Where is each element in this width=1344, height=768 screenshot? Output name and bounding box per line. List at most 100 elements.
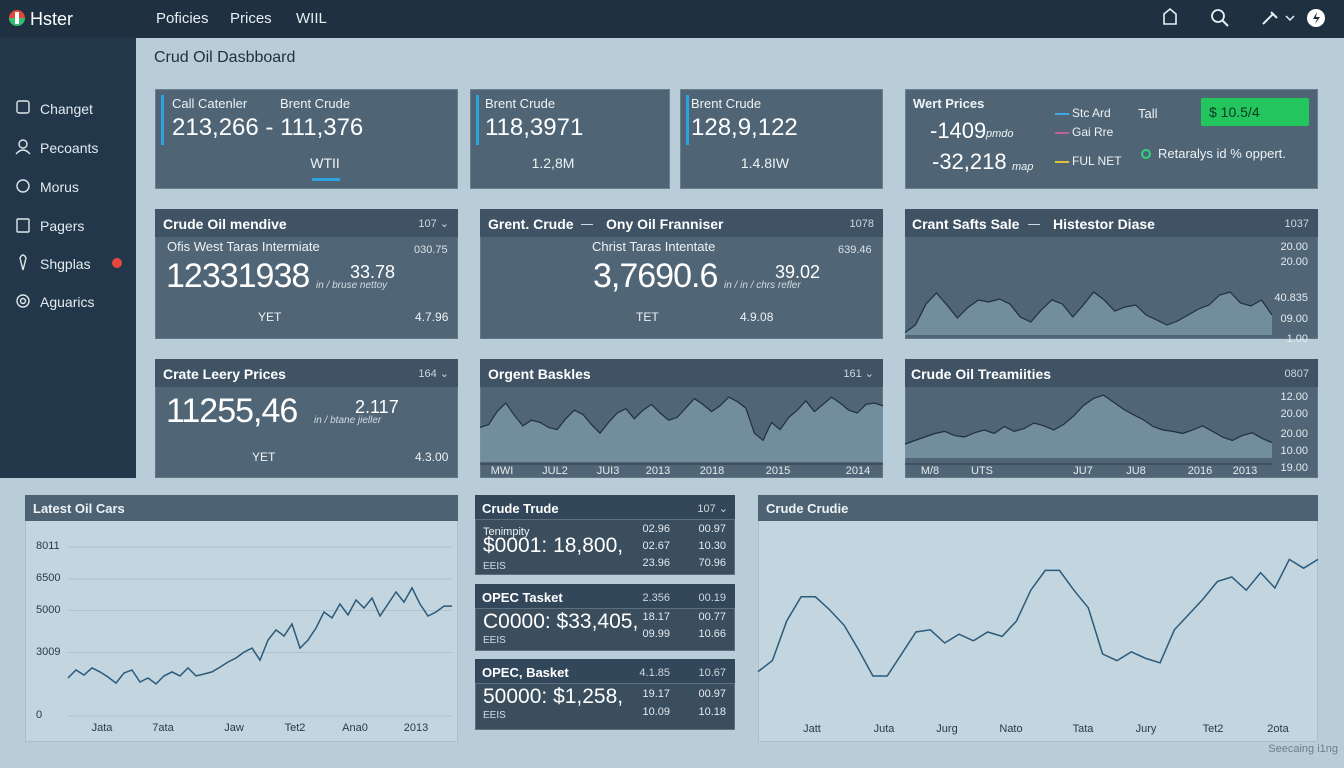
panel-subtitle: Christ Taras Intentate — [592, 239, 716, 254]
panel-header — [905, 359, 1318, 387]
card-value: 118,3971 — [485, 114, 584, 141]
card-value: 128,9,122 — [691, 114, 798, 141]
tab-underline — [312, 178, 340, 181]
x-tick-label: Tet2 — [284, 722, 306, 734]
card-value: 213,266 - 111,376 — [172, 114, 364, 141]
y-tick-label: 40.835 — [1274, 292, 1308, 304]
y-tick-label: 6500 — [36, 571, 61, 584]
ticker-header — [475, 659, 735, 684]
panel-title: Grent. Crude — [488, 216, 574, 232]
foot-value: 4.3.00 — [415, 450, 449, 464]
card-label: Tall — [1138, 106, 1158, 121]
menu-item[interactable]: Pecoants — [40, 140, 99, 156]
nav-link[interactable]: Poficies — [156, 10, 209, 27]
accent-bar — [476, 95, 479, 145]
badge — [1201, 98, 1309, 126]
panel-title: Crude Oil mendive — [163, 216, 287, 232]
delta-value: 2.117 — [355, 397, 399, 417]
nav-link[interactable]: Prices — [230, 10, 272, 27]
ticker-number: 23.96 — [642, 557, 670, 569]
ticker-number: 00.97 — [698, 688, 726, 700]
ticker-number: 02.96 — [642, 523, 670, 535]
card-value: -32,218 — [932, 149, 1007, 174]
card-unit: pmdo — [986, 128, 1014, 140]
panel-tag: 107 ⌄ — [418, 218, 449, 230]
card-label: Brent Crude — [280, 96, 351, 111]
card-label: Call Catenler — [172, 96, 248, 111]
panel-title: Crude Oil Treamiities — [911, 366, 1052, 382]
ticker-number: 00.97 — [698, 523, 726, 535]
panel-tag: 10.67 — [698, 667, 726, 679]
card-label: Brent Crude — [691, 96, 762, 111]
ticker-caption: Tenimpity — [483, 526, 530, 538]
menu-item[interactable]: Changet — [40, 101, 93, 117]
card-title: Wert Prices — [913, 96, 985, 111]
title-divider — [1028, 224, 1040, 225]
x-tick-label: M/8 — [920, 465, 940, 477]
menu-item[interactable]: Pagers — [40, 218, 85, 234]
legend-swatch — [1055, 161, 1069, 163]
legend-label: Gai Rre — [1072, 125, 1114, 139]
panel-side: 030.75 — [414, 244, 448, 256]
y-tick-label: 12.00 — [1280, 391, 1308, 403]
x-tick-label: 2013 — [403, 722, 429, 734]
ticker-title: Crude Trude — [482, 501, 559, 516]
x-tick-label: JUI3 — [596, 465, 620, 477]
panel-tag: 4.1.85 — [639, 667, 670, 679]
card-unit: map — [1012, 161, 1034, 173]
panel-header — [155, 359, 458, 387]
y-tick-label: 20.00 — [1280, 256, 1308, 268]
menu-item[interactable]: Aguarics — [40, 294, 95, 310]
x-tick-label: Jurg — [936, 723, 958, 735]
panel-header — [480, 359, 883, 387]
menu-item[interactable]: Shgplas — [40, 256, 91, 272]
accent-bar — [686, 95, 689, 145]
stat-card — [680, 89, 883, 189]
nav-link[interactable]: WIIL — [296, 10, 327, 27]
logo: Hster — [30, 9, 74, 29]
top-bar — [0, 0, 1344, 38]
ticker-value: $0001: 18,800, — [483, 534, 624, 557]
badge-text: $ 10.5/4 — [1209, 104, 1260, 120]
card-sub: WTII — [310, 155, 340, 171]
y-tick-label: 20.00 — [1280, 408, 1308, 420]
delta-value: 33.78 — [350, 262, 396, 282]
x-tick-label: 7ata — [152, 722, 174, 734]
x-tick-label: 2016 — [1187, 465, 1213, 477]
menu-item[interactable]: Morus — [40, 179, 79, 195]
panel-header — [758, 495, 1318, 521]
ticker-number: 10.30 — [698, 540, 726, 552]
delta-unit: in / bruse nettoy — [316, 280, 388, 291]
y-tick-label: 20.00 — [1280, 241, 1308, 253]
panel-title: Latest Oil Cars — [33, 501, 125, 516]
stat-card — [155, 89, 458, 189]
big-value: 11255,46 — [166, 392, 298, 430]
foot-value: 4.7.96 — [415, 310, 449, 324]
ticker-number: 10.09 — [642, 706, 670, 718]
x-tick-label: 2013 — [645, 465, 671, 477]
legend-label: Stc Ard — [1072, 106, 1111, 120]
title-divider — [581, 224, 593, 225]
panel — [758, 495, 1318, 742]
panel-tag: 161 ⌄ — [843, 368, 874, 380]
x-tick-label: Jaw — [224, 722, 244, 734]
x-tick-label: Juta — [873, 723, 895, 735]
panel-tag: 00.19 — [698, 592, 726, 604]
x-tick-label: 2014 — [845, 465, 871, 477]
y-tick-label: 1.00 — [1286, 333, 1308, 345]
panel-title: Ony Oil Franniser — [606, 216, 724, 232]
legend-swatch — [1055, 113, 1069, 115]
ticker-foot: EEIS — [483, 710, 506, 721]
x-tick-label: 2ota — [1267, 723, 1289, 735]
y-tick-label: 09.00 — [1280, 313, 1308, 325]
y-tick-label: 8011 — [36, 540, 60, 552]
panel-title: Crant Safts Sale — [912, 216, 1020, 232]
x-tick-label: Tet2 — [1202, 723, 1224, 735]
panel-header — [905, 209, 1318, 237]
panel-tag: 1078 — [849, 218, 874, 230]
x-tick-label: MWI — [490, 465, 514, 477]
panel-tag: 0807 — [1284, 368, 1309, 380]
card-value: -1409 — [930, 118, 987, 143]
y-tick-label: 10.00 — [1280, 445, 1308, 457]
delta-unit: in / btane jieller — [314, 415, 382, 426]
